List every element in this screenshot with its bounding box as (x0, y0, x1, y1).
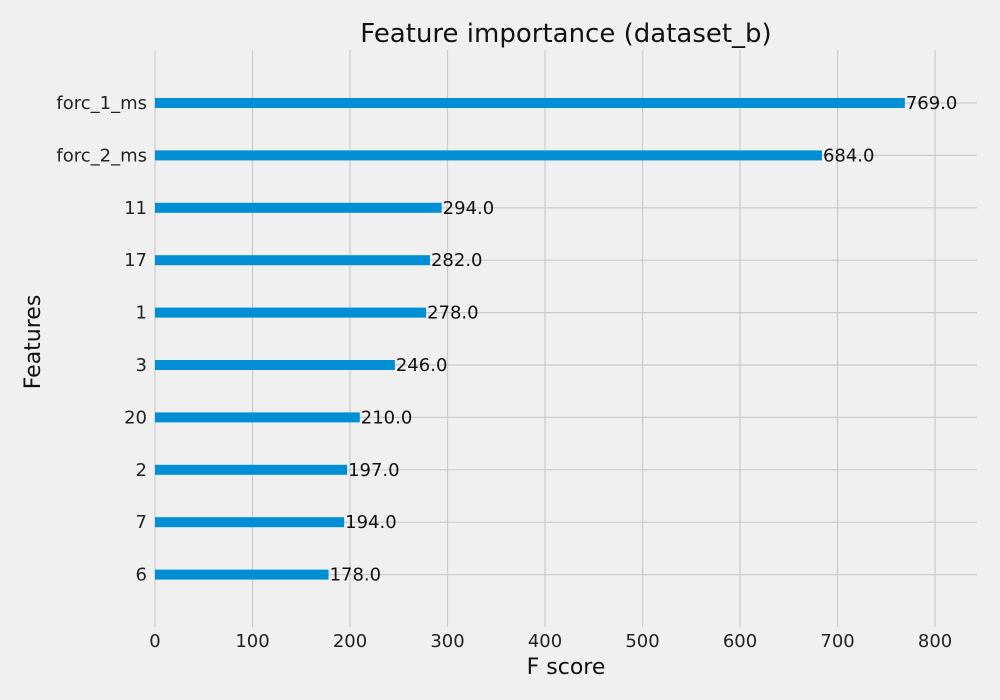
bar-2 (155, 464, 348, 475)
bar-6 (155, 569, 329, 580)
bar-17 (155, 255, 430, 266)
value-label: 282.0 (431, 250, 483, 271)
y-tick-label: 2 (136, 460, 147, 481)
y-tick-label: 6 (136, 565, 147, 586)
value-label: 769.0 (906, 93, 958, 114)
value-label: 246.0 (396, 355, 448, 376)
value-label: 194.0 (345, 512, 397, 533)
y-axis-title: Features (21, 295, 46, 390)
value-label: 684.0 (823, 145, 875, 166)
value-label: 210.0 (361, 407, 413, 428)
x-tick-labels: 0 100 200 300 400 500 600 700 800 (149, 631, 952, 652)
grid (154, 50, 977, 627)
value-label: 294.0 (443, 198, 495, 219)
y-tick-label: forc_1_ms (56, 93, 147, 114)
x-tick-label: 100 (235, 631, 269, 652)
x-tick-label: 0 (149, 631, 160, 652)
y-tick-label: 1 (136, 303, 147, 324)
y-tick-label: 17 (124, 250, 147, 271)
bar-11 (155, 202, 442, 213)
y-tick-label: 11 (124, 198, 147, 219)
y-tick-labels: forc_1_ms forc_2_ms 11 17 1 3 20 2 7 6 (56, 93, 147, 586)
x-tick-label: 400 (528, 631, 562, 652)
bar-7 (155, 517, 345, 528)
x-tick-label: 800 (918, 631, 952, 652)
x-tick-label: 300 (430, 631, 464, 652)
x-tick-label: 200 (333, 631, 367, 652)
bars (155, 98, 905, 580)
x-tick-label: 600 (723, 631, 757, 652)
y-tick-label: 20 (124, 407, 147, 428)
bar-1 (155, 307, 427, 318)
value-labels: 769.0 684.0 294.0 282.0 278.0 246.0 210.0 197.0… (330, 93, 958, 586)
value-label: 278.0 (427, 303, 479, 324)
bar-20 (155, 412, 360, 423)
x-tick-label: 700 (820, 631, 854, 652)
bar-forc_1_ms (155, 98, 905, 108)
bar-3 (155, 360, 395, 370)
chart-title: Feature importance (dataset_b) (360, 19, 771, 49)
value-label: 178.0 (330, 565, 382, 586)
y-tick-label: forc_2_ms (56, 145, 147, 166)
value-label: 197.0 (348, 460, 400, 481)
x-axis-title: F score (527, 655, 606, 680)
y-tick-label: 3 (136, 355, 147, 376)
y-tick-label: 7 (136, 512, 147, 533)
x-tick-label: 500 (625, 631, 659, 652)
bar-forc_2_ms (155, 150, 822, 161)
